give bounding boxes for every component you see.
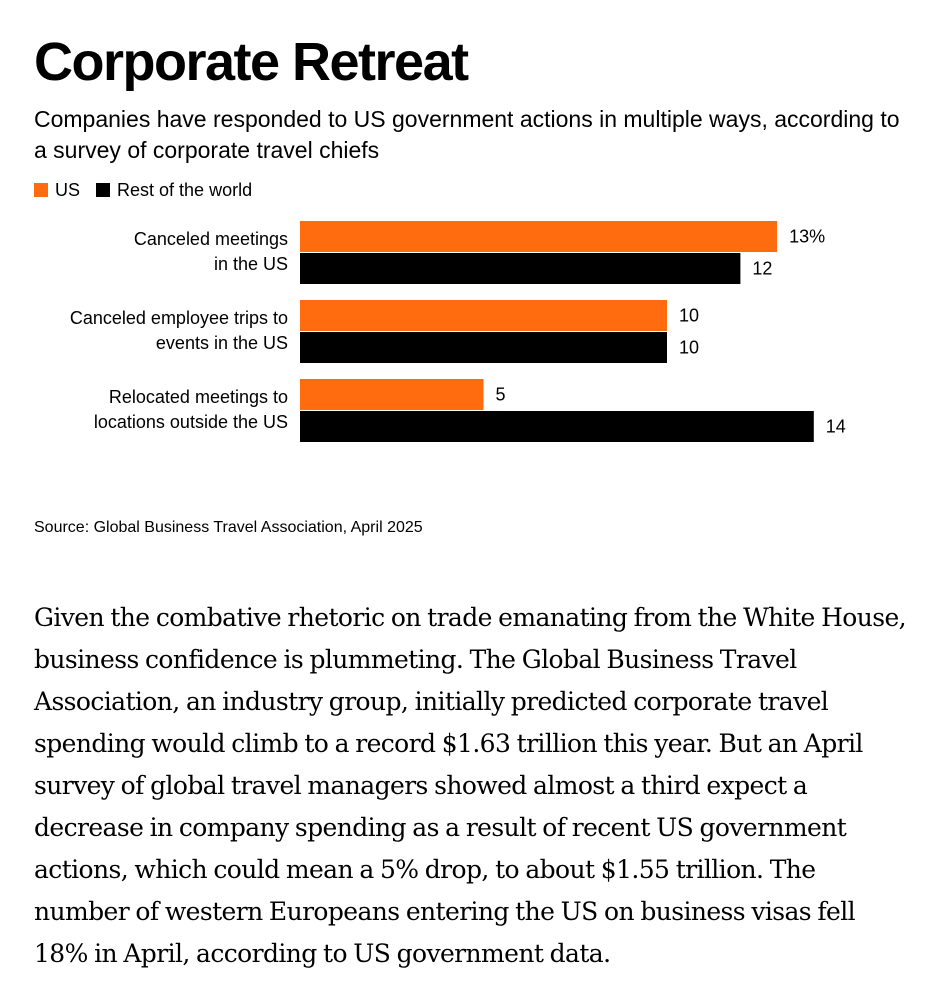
bar-rest-of-world: [300, 411, 814, 442]
chart-legend: US Rest of the world: [34, 178, 268, 202]
data-label: 5: [496, 385, 506, 405]
data-label: 14: [826, 417, 846, 437]
legend-label-rest-of-world: Rest of the world: [117, 180, 253, 200]
bar-rest-of-world: [300, 332, 667, 363]
chart-source: Source: Global Business Travel Associati…: [34, 519, 423, 536]
bar-us: [300, 300, 667, 331]
chart-subtitle: Companies have responded to US governmen…: [34, 106, 900, 163]
legend-label-us: US: [55, 180, 81, 200]
legend-swatch-us: [34, 183, 48, 197]
bar-rest-of-world: [300, 253, 741, 284]
data-label: 10: [679, 306, 699, 326]
article-paragraph: Given the combative rhetoric on trade em…: [34, 603, 907, 968]
category-label: Canceled employee trips to events in the …: [70, 308, 288, 353]
category-label: Canceled meetings in the US: [134, 229, 288, 274]
data-label: 10: [679, 338, 699, 358]
data-label: 12: [752, 259, 772, 279]
data-label: 13%: [789, 227, 825, 247]
chart-title: Corporate Retreat: [34, 32, 469, 92]
legend-item-us: US: [34, 178, 80, 202]
legend-item-rest-of-world: Rest of the world: [96, 178, 252, 202]
bar-us: [300, 221, 778, 252]
bar-us: [300, 379, 484, 410]
legend-swatch-rest-of-world: [96, 183, 111, 197]
category-label: Relocated meetings to locations outside t…: [94, 387, 288, 432]
bar-chart: Canceled meetings in the US 13% 12 Canceled …: [70, 221, 846, 442]
